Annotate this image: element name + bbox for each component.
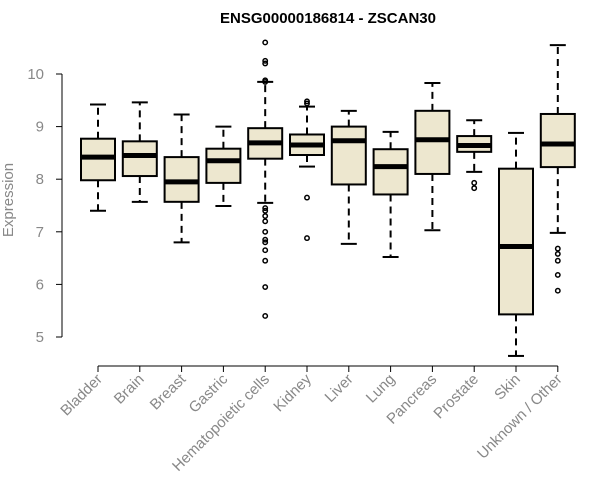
outlier-point [554, 245, 561, 252]
y-tick-label: 10 [27, 66, 44, 83]
outlier-point [554, 250, 561, 257]
outlier-point [304, 235, 310, 242]
iqr-box [498, 167, 534, 316]
box-hematopoietic-cells [247, 39, 284, 319]
box-bladder [80, 103, 116, 212]
iqr-box [414, 109, 451, 175]
iqr-box [372, 148, 409, 196]
x-tick-label: Brain [111, 371, 148, 408]
box-series [80, 39, 576, 357]
outlier-point [262, 205, 269, 212]
outlier-point [262, 236, 269, 243]
outlier-point [262, 313, 269, 319]
x-tick-label: Bladder [57, 371, 106, 420]
chart-title: ENSG00000186814 - ZSCAN30 [220, 10, 436, 27]
x-tick-label: Skin [491, 371, 524, 404]
box-pancreas [414, 81, 451, 232]
outlier-point [471, 179, 478, 186]
box-lung [372, 130, 409, 259]
x-tick-label: Kidney [270, 370, 315, 415]
y-axis: 5 6 7 8 9 10 [27, 66, 63, 346]
y-tick-label: 6 [36, 276, 44, 293]
box-brain [121, 101, 158, 203]
x-tick-label: Lung [363, 371, 399, 407]
outlier-point [262, 78, 269, 85]
y-axis-label: Expression [0, 163, 17, 237]
y-tick-label: 8 [36, 171, 44, 188]
outlier-point [304, 194, 310, 201]
outlier-point [554, 271, 561, 278]
box-skin [498, 131, 534, 357]
outlier-point [304, 98, 310, 105]
outlier-point [554, 287, 561, 294]
x-tick-label: Breast [147, 370, 190, 413]
y-tick-label: 9 [36, 119, 44, 136]
box-kidney [289, 98, 325, 242]
outlier-point [262, 213, 269, 219]
box-breast [163, 113, 200, 244]
y-tick-label: 5 [36, 329, 44, 346]
iqr-box [121, 140, 158, 178]
iqr-box [330, 125, 367, 186]
iqr-box [539, 112, 576, 169]
outlier-point [262, 257, 269, 264]
outlier-point [471, 185, 478, 192]
x-tick-label: Prostate [430, 371, 482, 423]
box-liver [330, 109, 367, 245]
outlier-point [262, 207, 269, 214]
outlier-point [262, 60, 269, 67]
outlier-point [304, 100, 310, 107]
box-unknown-other [539, 44, 576, 294]
outlier-point [262, 247, 269, 254]
outlier-point [262, 284, 269, 290]
y-tick-label: 7 [36, 224, 44, 241]
outlier-point [262, 218, 269, 225]
outlier-point [262, 228, 269, 235]
box-gastric [205, 125, 242, 208]
box-prostate [456, 119, 493, 192]
outlier-point [262, 57, 269, 64]
iqr-box [205, 147, 242, 184]
outlier-point [554, 257, 561, 264]
outlier-point [262, 39, 269, 46]
outlier-point [262, 239, 269, 246]
x-tick-label: Liver [322, 371, 357, 406]
